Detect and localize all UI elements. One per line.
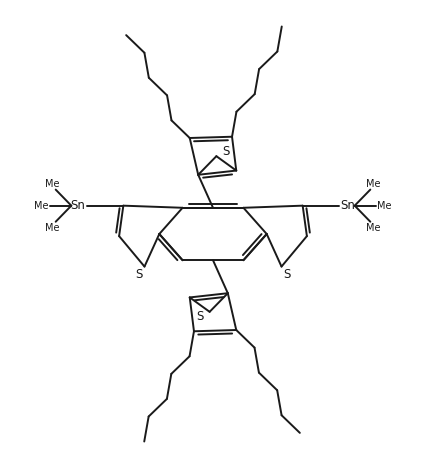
Text: Me: Me — [366, 179, 380, 189]
Text: S: S — [283, 268, 290, 281]
Text: S: S — [136, 268, 143, 281]
Text: Me: Me — [46, 179, 60, 189]
Text: Sn: Sn — [340, 199, 355, 212]
Text: Me: Me — [35, 201, 49, 211]
Text: Sn: Sn — [71, 199, 86, 212]
Text: Me: Me — [377, 201, 391, 211]
Text: Me: Me — [366, 223, 380, 233]
Text: S: S — [197, 310, 204, 323]
Text: S: S — [222, 145, 229, 158]
Text: Me: Me — [46, 223, 60, 233]
